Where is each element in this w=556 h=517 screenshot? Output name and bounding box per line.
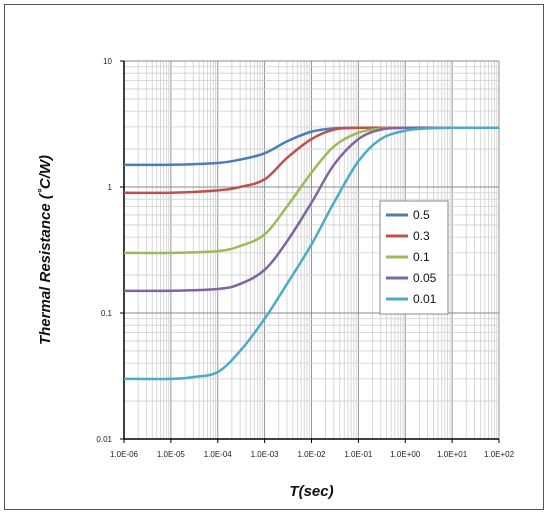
legend-label: 0.1 bbox=[413, 250, 430, 264]
x-tick-label: 1.0E-06 bbox=[110, 450, 139, 459]
x-tick-label: 1.0E+02 bbox=[484, 450, 515, 459]
legend-label: 0.01 bbox=[413, 292, 437, 306]
series-line-0.01 bbox=[123, 126, 500, 381]
y-axis-title: Thermal Resistance (˚C/W) bbox=[37, 155, 54, 345]
x-tick-label: 1.0E-04 bbox=[204, 450, 233, 459]
y-tick-label: 1 bbox=[108, 183, 113, 192]
legend-label: 0.3 bbox=[413, 229, 430, 243]
y-tick-labels: 0.01 0.1 1 10 bbox=[96, 57, 124, 444]
series-lines bbox=[123, 126, 500, 381]
x-tick-label: 1.0E+00 bbox=[390, 450, 421, 459]
x-tick-label: 1.0E-05 bbox=[157, 450, 186, 459]
legend-label: 0.5 bbox=[413, 208, 430, 222]
legend-label: 0.05 bbox=[413, 271, 437, 285]
x-axis-title: T(sec) bbox=[289, 483, 333, 500]
x-tick-label: 1.0E-01 bbox=[344, 450, 373, 459]
chart-frame bbox=[4, 4, 544, 510]
x-tick-label: 1.0E-02 bbox=[297, 450, 326, 459]
y-tick-label: 0.1 bbox=[101, 309, 113, 318]
series-line-0.05 bbox=[123, 126, 499, 293]
x-tick-label: 1.0E+01 bbox=[437, 450, 468, 459]
y-tick-label: 0.01 bbox=[96, 435, 112, 444]
x-tick-labels: 1.0E-06 1.0E-05 1.0E-04 1.0E-03 1.0E-02 1.0E-… bbox=[110, 439, 515, 459]
legend: 0.5 0.3 0.1 0.05 0.01 bbox=[379, 200, 449, 315]
y-tick-label: 10 bbox=[103, 57, 112, 66]
x-tick-label: 1.0E-03 bbox=[251, 450, 280, 459]
